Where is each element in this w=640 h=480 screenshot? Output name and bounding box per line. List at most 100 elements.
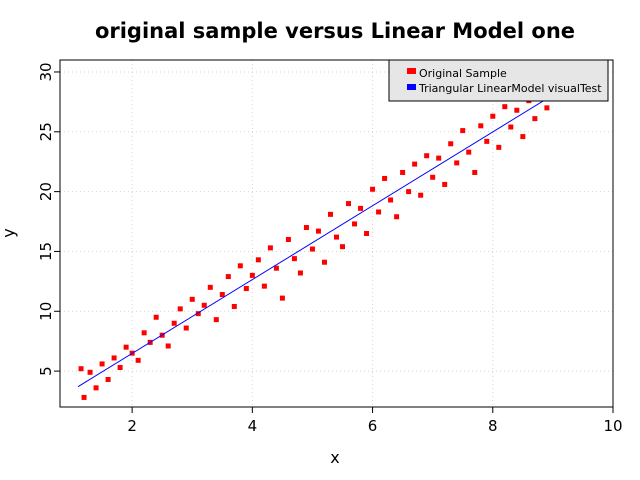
x-tick-label: 4 (248, 417, 258, 435)
data-point (400, 169, 406, 175)
regression-line (77, 83, 572, 388)
data-point (418, 192, 424, 198)
chart-title: original sample versus Linear Model one (95, 19, 575, 43)
data-point (394, 214, 400, 220)
legend: Original Sample Triangular LinearModel v… (388, 59, 609, 102)
grid (60, 60, 614, 407)
data-point (448, 141, 454, 147)
data-point (327, 211, 333, 217)
y-tick-label: 5 (37, 366, 55, 376)
data-point (123, 344, 129, 350)
data-point (502, 104, 508, 110)
data-point (135, 357, 141, 363)
data-point (484, 138, 490, 144)
data-point (460, 128, 466, 134)
data-point (237, 263, 243, 269)
data-point (436, 155, 442, 161)
data-point (520, 134, 526, 140)
data-point (255, 257, 261, 263)
data-point (466, 149, 472, 155)
data-point (334, 234, 339, 240)
data-point (412, 161, 418, 167)
data-point (496, 144, 502, 150)
x-axis-label: x (330, 448, 339, 467)
y-tick-label: 10 (37, 302, 55, 321)
data-point (267, 245, 273, 251)
data-point (544, 105, 550, 111)
data-point (207, 284, 213, 290)
data-point (189, 296, 195, 302)
x-tick-label: 6 (368, 417, 378, 435)
data-point (183, 325, 189, 331)
data-point (261, 283, 267, 289)
data-point (171, 320, 177, 326)
data-point (141, 330, 147, 336)
data-point (303, 225, 309, 231)
data-point (111, 355, 117, 361)
data-point (478, 123, 484, 129)
legend-box (388, 59, 609, 102)
data-point (78, 366, 84, 372)
data-point (297, 270, 303, 276)
legend-label-linear-model: Triangular LinearModel visualTest (418, 82, 602, 95)
data-point (87, 369, 93, 375)
legend-swatch-linear-model (407, 84, 416, 90)
data-point (388, 197, 394, 203)
data-point (472, 169, 478, 175)
data-point (514, 107, 520, 113)
data-point (243, 286, 249, 292)
data-point (508, 124, 514, 130)
x-axis: 2 4 6 8 10 (127, 407, 623, 435)
x-tick-label: 10 (603, 417, 622, 435)
data-point (105, 376, 111, 382)
data-point (532, 116, 538, 122)
data-point (346, 201, 352, 207)
data-point (201, 302, 207, 308)
data-point (364, 231, 370, 236)
data-point (376, 209, 382, 215)
data-point (321, 259, 327, 265)
y-axis-label: y (0, 228, 18, 237)
data-point (195, 311, 201, 317)
y-tick-label: 20 (37, 182, 55, 201)
y-tick-label: 25 (37, 122, 55, 141)
y-axis: 5 10 15 20 25 30 (37, 62, 60, 376)
data-point (93, 385, 99, 391)
data-point (177, 306, 183, 312)
data-point (340, 244, 346, 250)
data-point (291, 256, 297, 262)
data-point (406, 189, 412, 195)
data-point (370, 186, 376, 192)
data-point (454, 160, 460, 166)
data-point (153, 314, 159, 320)
data-point (231, 303, 237, 309)
data-point (81, 394, 87, 400)
data-point (249, 272, 255, 278)
y-tick-label: 15 (37, 242, 55, 261)
y-tick-label: 30 (37, 62, 55, 81)
x-tick-label: 8 (488, 417, 498, 435)
x-tick-label: 2 (127, 417, 137, 435)
data-point (165, 343, 171, 349)
plot-frame (59, 59, 614, 408)
data-point (273, 265, 279, 271)
data-point (358, 205, 364, 211)
data-point (219, 292, 225, 298)
data-point (309, 246, 315, 252)
legend-swatch-original-sample (407, 68, 416, 74)
data-point (285, 236, 291, 242)
data-point (99, 361, 105, 367)
data-point (382, 175, 388, 181)
data-point (225, 274, 231, 280)
data-point (213, 317, 219, 323)
data-point (279, 295, 285, 301)
data-point (490, 113, 496, 119)
data-point (424, 153, 430, 159)
data-point (352, 221, 358, 227)
data-point (442, 181, 448, 187)
data-marks (77, 80, 574, 400)
data-point (430, 174, 436, 180)
legend-label-original-sample: Original Sample (419, 67, 507, 80)
data-point (117, 365, 123, 371)
